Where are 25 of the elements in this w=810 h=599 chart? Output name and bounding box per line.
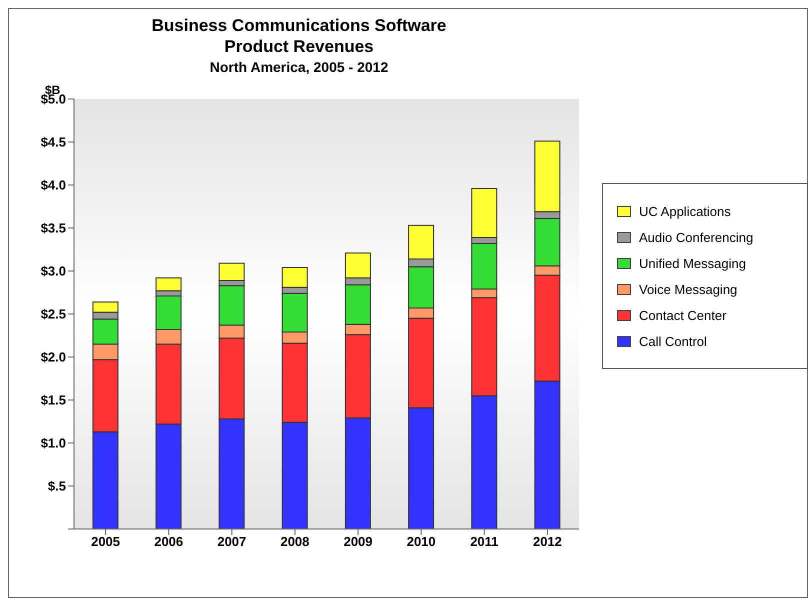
x-tick-label: 2008 — [280, 534, 310, 550]
x-tick-label: 2005 — [91, 534, 120, 550]
y-tick-label: $.5 — [48, 478, 66, 494]
chart-subtitle: North America, 2005 - 2012 — [208, 59, 390, 75]
legend-label: Unified Messaging — [639, 256, 746, 270]
x-tick-label: 2006 — [154, 534, 184, 550]
chart-title: Business Communications Software Product Revenues — [150, 15, 448, 57]
y-tick-label: $2.5 — [40, 306, 66, 322]
y-tick-label: $2.0 — [40, 350, 66, 365]
legend-label: Contact Center — [639, 308, 726, 322]
x-tick-label: 2007 — [217, 534, 246, 550]
y-tick-label: $3.5 — [40, 220, 66, 236]
x-tick-label: 2010 — [406, 534, 436, 550]
y-tick-label: $1.5 — [40, 392, 66, 408]
x-tick-label: 2012 — [532, 534, 562, 550]
legend-label: UC Applications — [639, 204, 731, 218]
legend-label: Voice Messaging — [639, 282, 738, 296]
text: Call Control — [639, 334, 707, 348]
y-tick-label: $4.0 — [40, 178, 66, 193]
y-tick-label: $4.5 — [40, 134, 66, 150]
x-tick-label: 2011 — [470, 534, 498, 550]
x-tick-label: 2009 — [344, 534, 373, 550]
legend-label: Audio Conferencing — [639, 230, 754, 244]
y-tick-label: $1.0 — [40, 436, 66, 451]
y-tick-label: $3.0 — [40, 264, 66, 279]
